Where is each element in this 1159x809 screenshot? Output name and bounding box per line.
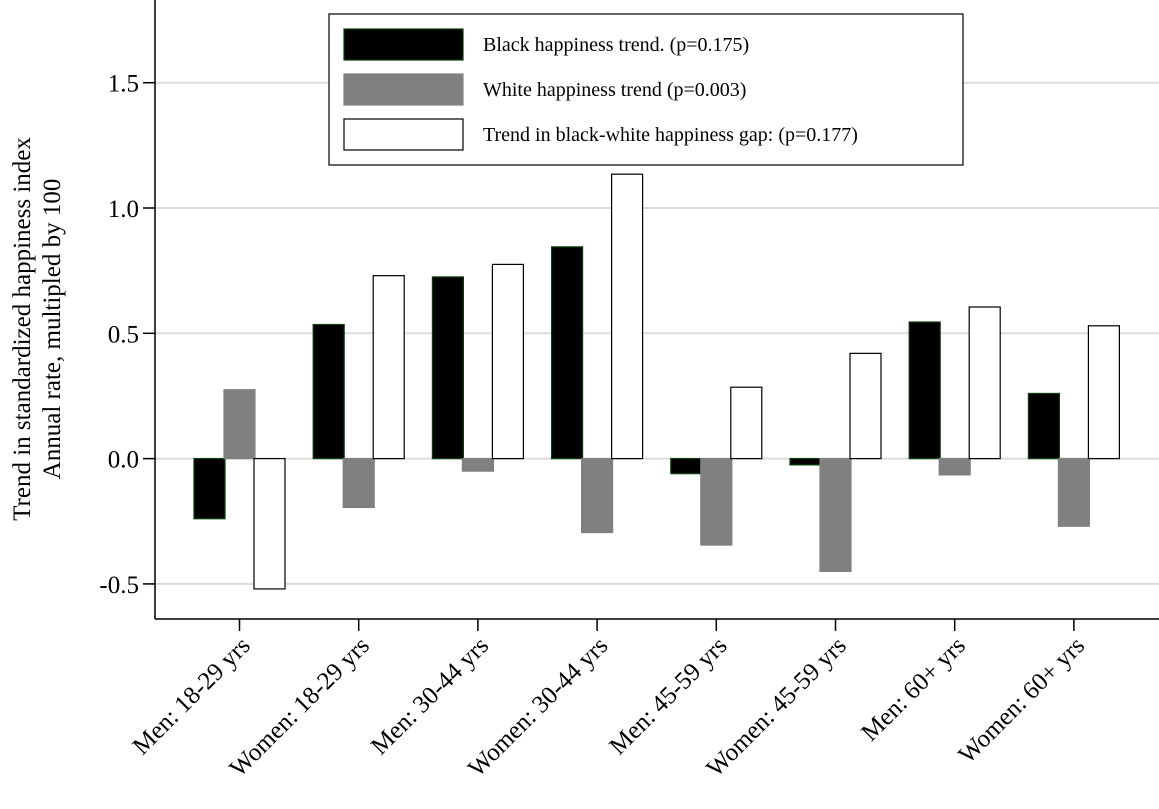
y-tick-labels: -0.5 0.0 0.5 1.0 1.5 bbox=[99, 71, 139, 599]
legend-swatch bbox=[343, 118, 464, 151]
x-category-label: Men: 18-29 yrs bbox=[128, 632, 256, 760]
y-tick-label: -0.5 bbox=[99, 572, 139, 599]
bar-series-3-1 bbox=[253, 458, 286, 590]
x-category-label: Men: 45-59 yrs bbox=[604, 632, 732, 760]
bar-series-3-5 bbox=[730, 386, 763, 460]
y-tick-label: 1.5 bbox=[108, 71, 139, 98]
bar-series-1-2 bbox=[312, 323, 345, 460]
y-tick-label: 1.0 bbox=[108, 196, 139, 223]
y-tick-label: 0.0 bbox=[108, 447, 139, 474]
bar-series-1-6 bbox=[789, 458, 822, 466]
bar-series-2-6 bbox=[819, 458, 852, 572]
axes bbox=[143, 0, 1159, 631]
y-axis-label: Trend in standardized happiness index Ann… bbox=[9, 137, 66, 521]
legend-label: Trend in black-white happiness gap: (p=0… bbox=[483, 124, 858, 146]
bar-series-2-4 bbox=[580, 458, 614, 534]
bar-series-3-7 bbox=[968, 306, 1001, 460]
legend-swatch bbox=[343, 73, 464, 106]
x-category-label: Men: 60+ yrs bbox=[856, 632, 971, 747]
bars bbox=[193, 173, 1121, 590]
legend-label: Black happiness trend. (p=0.175) bbox=[483, 34, 749, 56]
bar-series-2-1 bbox=[223, 389, 256, 460]
bar-series-1-1 bbox=[193, 458, 226, 520]
bar-series-2-3 bbox=[461, 458, 494, 472]
bar-series-1-3 bbox=[431, 276, 464, 460]
bar-series-2-5 bbox=[700, 458, 733, 546]
y-axis-label-line: Trend in standardized happiness index bbox=[9, 137, 36, 521]
bar-series-3-8 bbox=[1087, 325, 1121, 460]
bar-series-1-7 bbox=[908, 321, 941, 460]
x-category-label: Women: 60+ yrs bbox=[953, 632, 1090, 769]
x-category-label: Men: 30-44 yrs bbox=[366, 632, 494, 760]
bar-series-3-3 bbox=[491, 263, 524, 460]
legend-swatch bbox=[343, 28, 464, 61]
bar-series-2-7 bbox=[938, 458, 971, 476]
bar-series-3-6 bbox=[849, 352, 882, 460]
legend: Black happiness trend. (p=0.175) White ha… bbox=[328, 13, 964, 166]
y-tick-label: 0.5 bbox=[108, 321, 139, 348]
bar-series-2-2 bbox=[342, 458, 375, 509]
bar-series-2-8 bbox=[1057, 458, 1091, 527]
legend-label: White happiness trend (p=0.003) bbox=[483, 79, 746, 101]
bar-series-3-2 bbox=[372, 275, 405, 460]
y-axis-label-line: Annual rate, multipled by 100 bbox=[39, 179, 66, 480]
bar-series-1-8 bbox=[1027, 392, 1061, 460]
bar-series-1-4 bbox=[550, 246, 584, 460]
bar-series-1-5 bbox=[670, 458, 703, 475]
bar-series-3-4 bbox=[610, 173, 644, 460]
